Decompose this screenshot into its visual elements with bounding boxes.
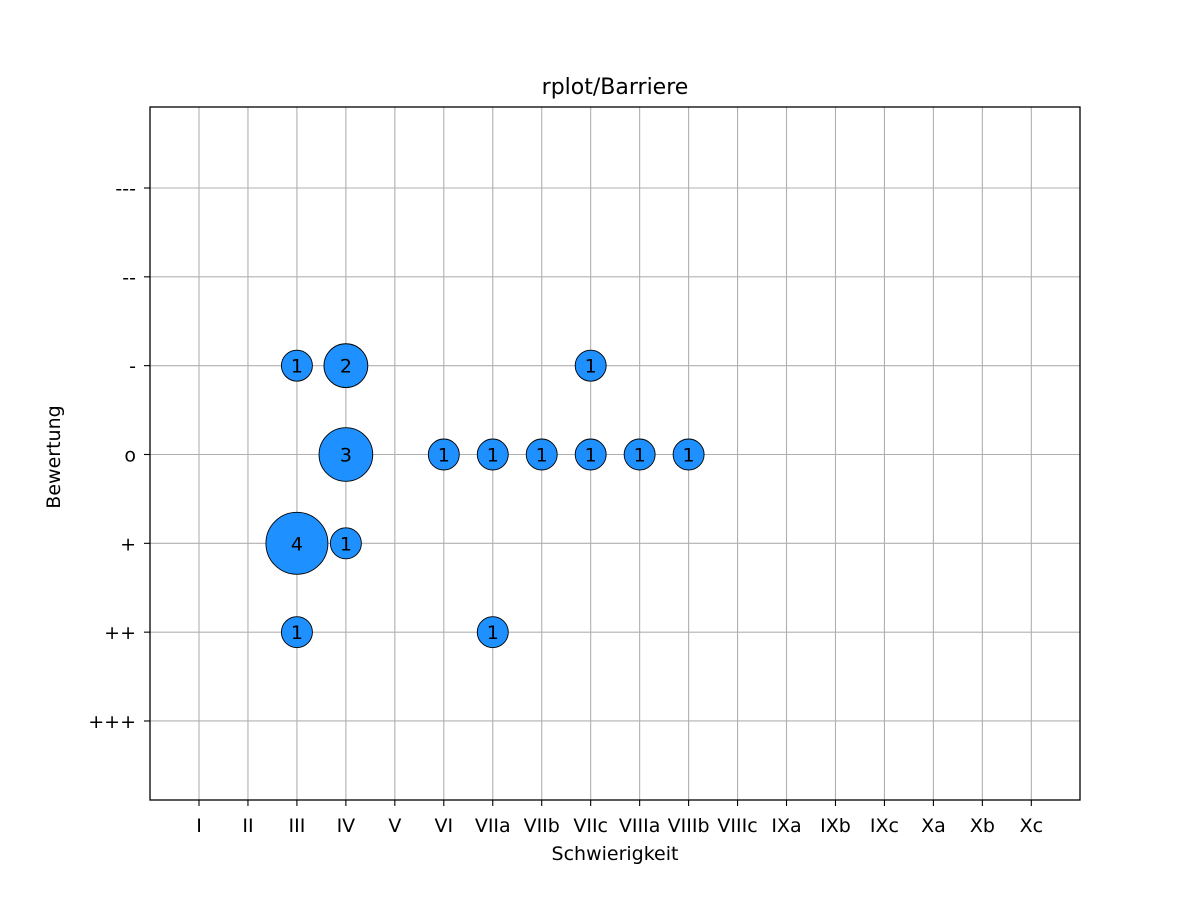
bubble bbox=[574, 349, 607, 382]
x-axis-label: Schwierigkeit bbox=[552, 843, 679, 865]
x-tick-label: III bbox=[289, 815, 306, 837]
chart-title: rplot/Barriere bbox=[542, 75, 689, 100]
x-tick-label: Xc bbox=[1020, 815, 1043, 837]
bubble bbox=[323, 343, 369, 389]
bubble-count-label: 1 bbox=[683, 444, 695, 466]
bubble-count-label: 1 bbox=[487, 622, 499, 644]
y-tick-label: +++ bbox=[88, 711, 136, 733]
x-tick-label: II bbox=[242, 815, 253, 837]
x-tick-label: VIIIa bbox=[619, 815, 660, 837]
y-tick-label: - bbox=[129, 356, 136, 378]
bubble bbox=[427, 438, 460, 471]
bubble bbox=[280, 349, 313, 382]
bubble bbox=[280, 616, 313, 649]
x-tick-label: VIIc bbox=[573, 815, 608, 837]
bubble-count-label: 1 bbox=[634, 444, 646, 466]
x-tick-label: V bbox=[388, 815, 401, 837]
bubble bbox=[265, 511, 329, 575]
bubble bbox=[525, 438, 558, 471]
bubble-count-label: 3 bbox=[340, 444, 352, 466]
bubble bbox=[476, 438, 509, 471]
bubble bbox=[318, 427, 374, 482]
x-tick-label: IXc bbox=[870, 815, 899, 837]
x-tick-label: VIIIb bbox=[668, 815, 710, 837]
y-tick-label: ++ bbox=[104, 622, 136, 644]
x-tick-label: VIIb bbox=[524, 815, 560, 837]
bubble-count-label: 1 bbox=[291, 356, 303, 378]
bubble-count-label: 1 bbox=[438, 444, 450, 466]
y-tick-label: --- bbox=[115, 178, 136, 200]
x-tick-label: IXb bbox=[820, 815, 851, 837]
x-tick-label: IXa bbox=[771, 815, 801, 837]
x-tick-label: Xa bbox=[921, 815, 946, 837]
x-tick-label: Xb bbox=[970, 815, 995, 837]
bubble-count-label: 1 bbox=[487, 444, 499, 466]
bubble bbox=[672, 438, 705, 471]
bubble bbox=[476, 616, 509, 649]
y-tick-label: o bbox=[124, 444, 136, 466]
x-tick-label: VI bbox=[434, 815, 453, 837]
x-tick-label: VIIIc bbox=[717, 815, 757, 837]
x-tick-label: VIIa bbox=[475, 815, 511, 837]
x-tick-label: IV bbox=[337, 815, 356, 837]
bubble-count-label: 1 bbox=[536, 444, 548, 466]
bubble bbox=[329, 527, 362, 560]
x-tick-label: I bbox=[196, 815, 202, 837]
y-tick-label: -- bbox=[122, 267, 136, 289]
y-axis-label: Bewertung bbox=[43, 405, 65, 508]
bubble bbox=[574, 438, 607, 471]
bubble-count-label: 2 bbox=[340, 356, 352, 378]
bubble-count-label: 1 bbox=[340, 533, 352, 555]
bubble bbox=[623, 438, 656, 471]
bubbles: 1 2 1 3 1 1 1 1 1 1 4 1 1 1 bbox=[265, 343, 705, 649]
bubble-count-label: 1 bbox=[585, 444, 597, 466]
bubble-count-label: 1 bbox=[291, 622, 303, 644]
y-tick-label: + bbox=[120, 533, 136, 555]
bubble-count-label: 1 bbox=[585, 356, 597, 378]
bubble-count-label: 4 bbox=[291, 533, 303, 555]
plot-frame bbox=[149, 106, 1081, 801]
ticks: I II III IV V VI VIIa VIIb VIIc VIIIa VIIIb VIIIc IX… bbox=[88, 178, 1043, 837]
